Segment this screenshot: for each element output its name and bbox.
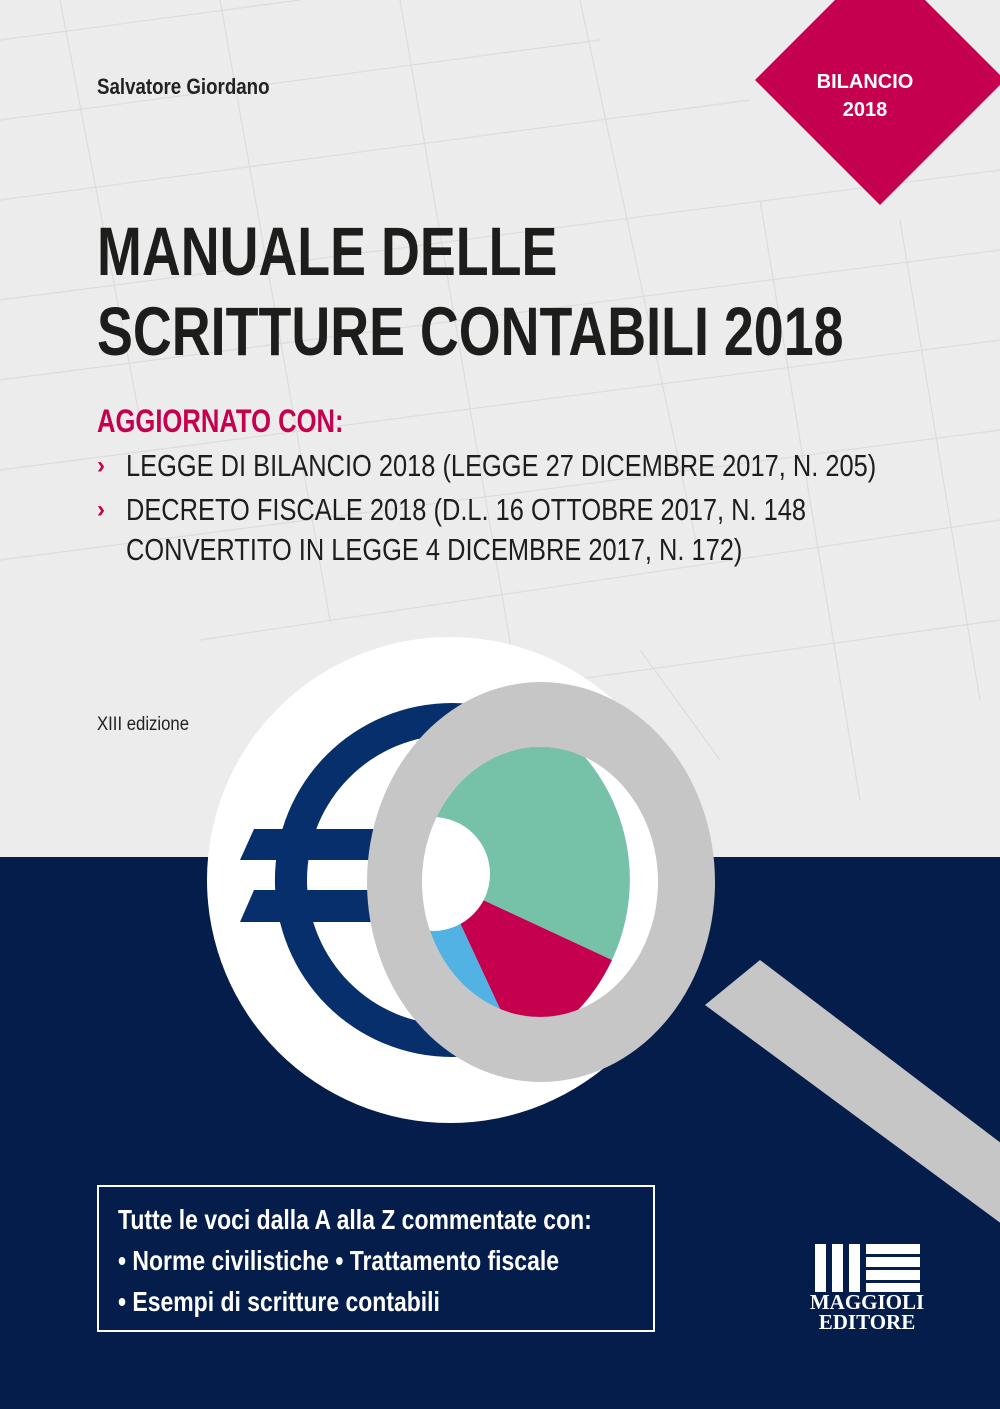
features-line: • Norme civilistiche • Trattamento fisca…	[118, 1245, 559, 1276]
publisher-line1: MAGGIOLI	[809, 1290, 925, 1314]
badge-line2: 2018	[842, 99, 888, 121]
title-line2: SCRITTURE CONTABILI 2018	[97, 293, 844, 370]
background-grid-pattern	[0, 0, 1000, 801]
chevron-icon: ›	[97, 496, 105, 523]
features-heading: Tutte le voci dalla A alla Z commentate …	[118, 1204, 592, 1235]
author-name: Salvatore Giordano	[97, 74, 270, 99]
title-line1: MANUALE DELLE	[97, 213, 558, 290]
publisher-name: MAGGIOLI EDITORE	[805, 1290, 929, 1334]
badge-line1: BILANCIO	[816, 71, 914, 93]
chevron-icon: ›	[97, 452, 105, 479]
edition-label: XIII edizione	[97, 714, 190, 735]
magnifier-icon	[367, 682, 715, 1082]
cover-illustration	[207, 637, 1000, 1223]
donut-chart-icon	[422, 747, 630, 1017]
badge-label: BILANCIO 2018	[805, 68, 925, 124]
book-title: MANUALE DELLE SCRITTURE CONTABILI 2018	[97, 212, 1000, 372]
features-line: • Esempi di scritture contabili	[118, 1286, 440, 1317]
maggioli-logo-icon	[815, 1244, 920, 1292]
magnifier-handle	[705, 960, 1000, 1223]
features-box: Tutte le voci dalla A alla Z commentate …	[97, 1185, 655, 1332]
publisher-line2: EDITORE	[818, 1310, 916, 1334]
updated-heading: AGGIORNATO CON:	[97, 403, 344, 439]
